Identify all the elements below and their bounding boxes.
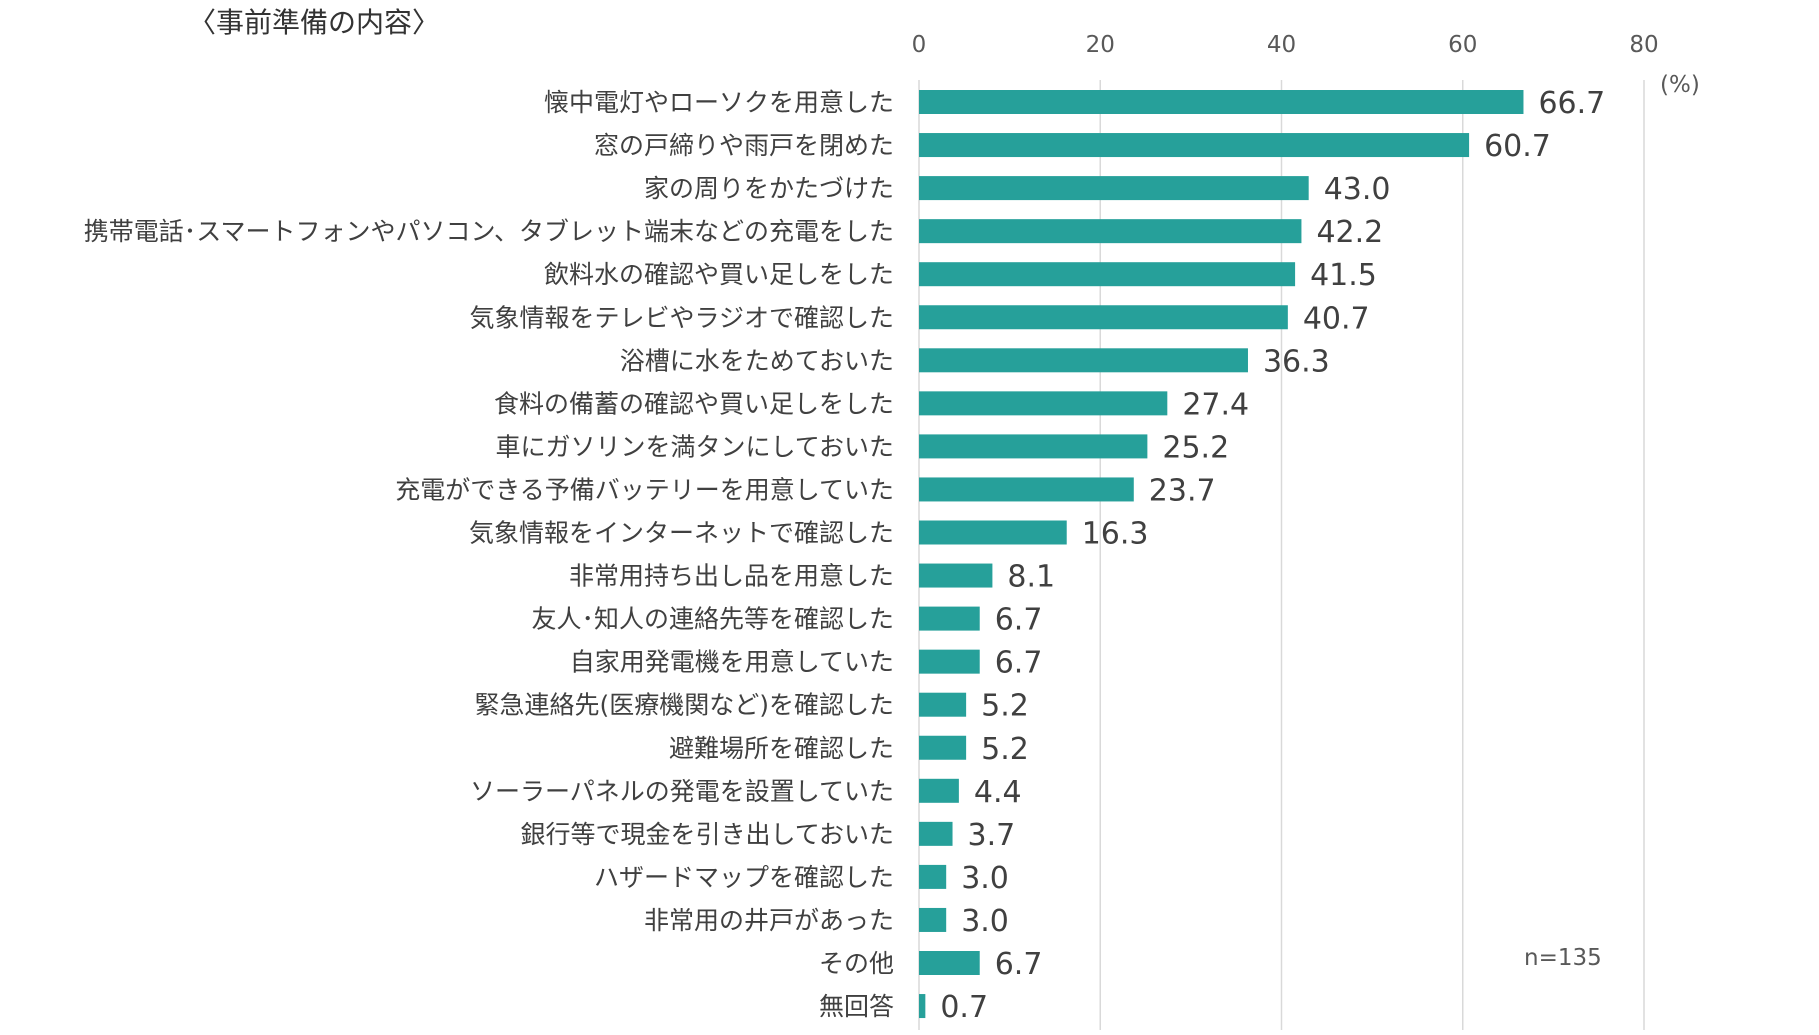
category-label: その他 bbox=[819, 949, 894, 978]
x-axis-ticks: 0 20 40 60 80 bbox=[912, 32, 1659, 58]
data-label: 3.7 bbox=[968, 818, 1016, 853]
data-label: 41.5 bbox=[1310, 258, 1377, 293]
bar bbox=[919, 821, 953, 846]
unit-label: (%) bbox=[1660, 72, 1700, 98]
value-labels: 66.7 60.7 43.0 42.2 41.5 40.7 36.3 27.4 25.2 23.7… bbox=[940, 86, 1605, 1025]
data-label: 40.7 bbox=[1303, 301, 1370, 336]
x-tick-label: 0 bbox=[912, 32, 927, 58]
data-label: 3.0 bbox=[961, 904, 1009, 939]
category-label: 家の周りをかたづけた bbox=[644, 174, 894, 203]
category-label: 車にガソリンを満タンにしておいた bbox=[495, 432, 894, 461]
category-label: 緊急連絡先(医療機関など)を確認した bbox=[474, 691, 894, 720]
category-label: 非常用の井戸があった bbox=[644, 906, 894, 935]
category-label: 食料の備蓄の確認や買い足しをした bbox=[494, 389, 894, 418]
bar bbox=[919, 864, 947, 889]
data-label: 16.3 bbox=[1082, 517, 1149, 552]
category-label: 窓の戸締りや雨戸を閉めた bbox=[594, 131, 894, 160]
category-label: 非常用持ち出し品を用意した bbox=[569, 562, 894, 591]
data-label: 23.7 bbox=[1149, 473, 1216, 508]
category-label: 友人･知人の連絡先等を確認した bbox=[531, 605, 894, 634]
data-label: 6.7 bbox=[995, 646, 1043, 681]
bar bbox=[919, 90, 1524, 114]
data-label: 3.0 bbox=[961, 861, 1009, 896]
data-label: 27.4 bbox=[1182, 387, 1249, 422]
category-label: 懐中電灯やローソクを用意した bbox=[544, 88, 894, 117]
data-label: 0.7 bbox=[940, 990, 988, 1025]
data-label: 6.7 bbox=[995, 947, 1043, 982]
data-label: 5.2 bbox=[981, 689, 1029, 724]
data-label: 36.3 bbox=[1263, 344, 1330, 379]
data-label: 60.7 bbox=[1484, 129, 1551, 164]
data-label: 6.7 bbox=[995, 603, 1043, 638]
data-label: 5.2 bbox=[981, 732, 1029, 767]
category-label: 気象情報をインターネットで確認した bbox=[469, 519, 894, 548]
sample-size-note: n=135 bbox=[1524, 945, 1602, 971]
category-label: ソーラーパネルの発電を設置していた bbox=[470, 777, 894, 806]
bar bbox=[919, 692, 967, 717]
category-label: 携帯電話･スマートフォンやパソコン、タブレット端末などの充電をした bbox=[84, 217, 894, 246]
bars bbox=[919, 90, 1524, 1019]
bar bbox=[919, 994, 926, 1019]
category-label: 銀行等で現金を引き出しておいた bbox=[520, 820, 894, 849]
data-label: 8.1 bbox=[1007, 560, 1055, 595]
bar bbox=[919, 133, 1470, 158]
x-tick-label: 20 bbox=[1086, 32, 1115, 58]
bar bbox=[919, 477, 1134, 502]
bar bbox=[919, 520, 1067, 545]
bar bbox=[919, 778, 959, 803]
category-labels: 懐中電灯やローソクを用意した窓の戸締りや雨戸を閉めた家の周りをかたづけた携帯電話… bbox=[84, 88, 894, 1021]
bar bbox=[919, 735, 967, 760]
category-label: 飲料水の確認や買い足しをした bbox=[544, 260, 894, 289]
bar bbox=[919, 563, 993, 588]
category-label: 充電ができる予備バッテリーを用意していた bbox=[395, 475, 894, 504]
bar bbox=[919, 219, 1302, 244]
bar bbox=[919, 391, 1168, 416]
bar bbox=[919, 262, 1296, 287]
chart-title: 〈事前準備の内容〉 bbox=[188, 6, 440, 39]
bar bbox=[919, 907, 947, 932]
data-label: 25.2 bbox=[1162, 430, 1229, 465]
category-label: 自家用発電機を用意していた bbox=[570, 648, 894, 677]
bar bbox=[919, 951, 980, 975]
category-label: 浴槽に水をためておいた bbox=[620, 346, 894, 375]
bar bbox=[919, 649, 980, 674]
x-tick-label: 40 bbox=[1267, 32, 1296, 58]
x-tick-label: 60 bbox=[1448, 32, 1477, 58]
bar bbox=[919, 606, 980, 631]
bar bbox=[919, 348, 1248, 373]
category-label: 避難場所を確認した bbox=[669, 734, 894, 763]
bar bbox=[919, 176, 1309, 201]
x-tick-label: 80 bbox=[1629, 32, 1658, 58]
category-label: ハザードマップを確認した bbox=[594, 863, 894, 892]
bar bbox=[919, 434, 1148, 459]
category-label: 無回答 bbox=[819, 992, 894, 1021]
data-label: 4.4 bbox=[974, 775, 1022, 810]
data-label: 66.7 bbox=[1538, 86, 1605, 121]
data-label: 43.0 bbox=[1324, 172, 1391, 207]
bar bbox=[919, 305, 1288, 330]
data-label: 42.2 bbox=[1316, 215, 1383, 250]
category-label: 気象情報をテレビやラジオで確認した bbox=[469, 303, 894, 332]
